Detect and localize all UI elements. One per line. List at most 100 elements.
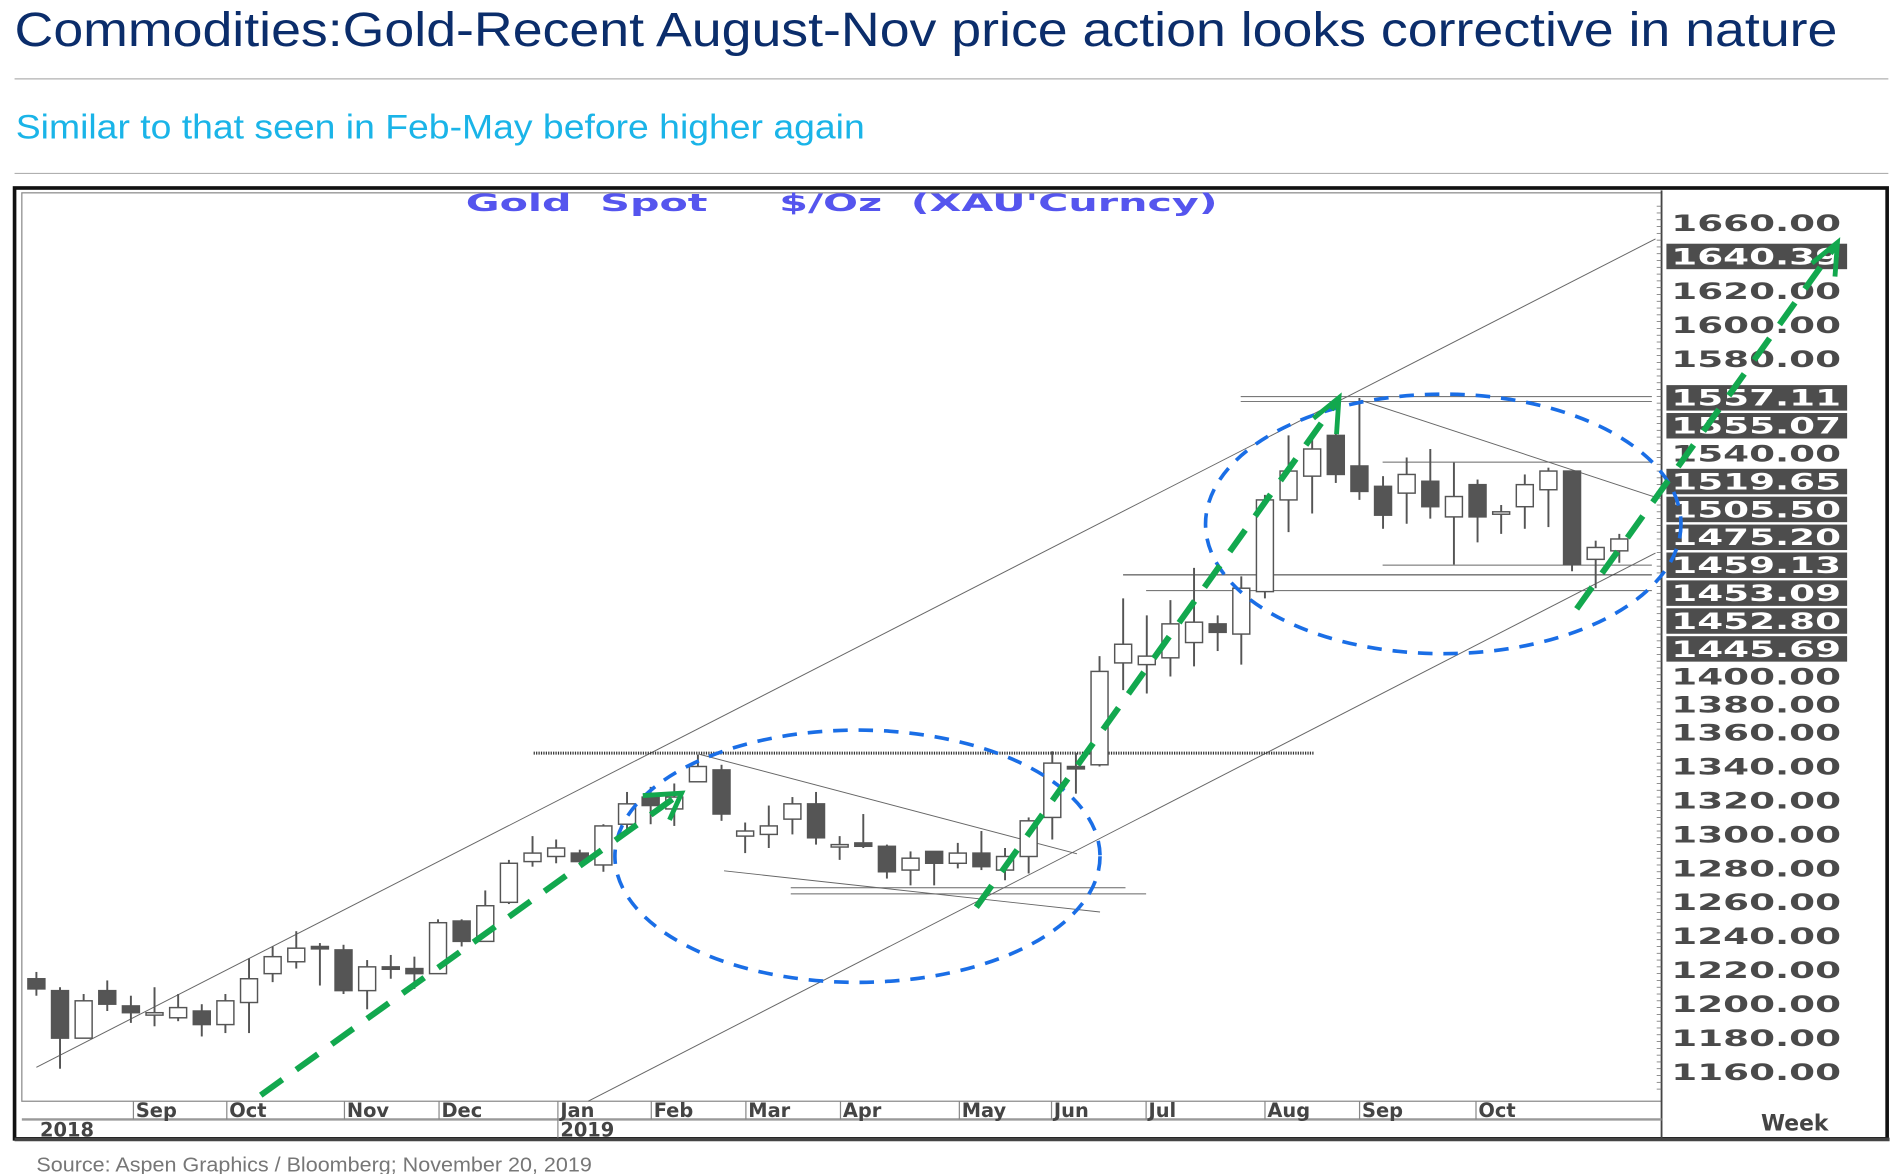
candle xyxy=(357,960,377,1010)
candle xyxy=(98,980,117,1011)
candle xyxy=(546,839,566,864)
price-marker-label: 1640.39 xyxy=(1671,245,1841,270)
candle xyxy=(121,995,141,1023)
downtrend-line xyxy=(1360,399,1656,498)
candle-body-down xyxy=(1208,623,1227,634)
candle xyxy=(287,931,306,969)
month-label: Oct xyxy=(229,1099,266,1122)
candle xyxy=(854,814,873,848)
candle-body-up xyxy=(1491,511,1511,515)
candle xyxy=(145,987,164,1027)
month-label: Nov xyxy=(347,1099,390,1122)
candle xyxy=(1539,467,1558,528)
candle xyxy=(50,987,70,1069)
y-tick-label: 1300.00 xyxy=(1671,823,1841,848)
y-tick-label: 1180.00 xyxy=(1671,1027,1841,1052)
x-axis: Sep Oct Nov Dec Jan Feb Mar Apr May Jun Jul Aug Sep O… xyxy=(40,1099,1516,1141)
candle xyxy=(192,1004,211,1037)
candle xyxy=(924,850,944,886)
candle xyxy=(310,943,330,986)
arrow-3-head xyxy=(1810,237,1841,277)
candle xyxy=(1586,540,1605,589)
candle-body-up xyxy=(168,1006,188,1019)
candle-body-up xyxy=(1302,448,1322,477)
candle-body-up xyxy=(1444,495,1464,518)
candle xyxy=(1562,470,1582,572)
price-marker-label: 1519.65 xyxy=(1671,470,1841,495)
y-tick-label: 1540.00 xyxy=(1671,443,1841,468)
candle-body-up xyxy=(1539,470,1558,491)
price-marker-box xyxy=(1666,385,1848,411)
y-tick-label: 1380.00 xyxy=(1671,694,1841,719)
y-tick-label: 1200.00 xyxy=(1671,993,1841,1018)
candle-body-up xyxy=(523,852,542,863)
price-marker-label: 1452.80 xyxy=(1671,610,1841,635)
candle-body-down xyxy=(854,842,873,848)
y-tick-label: 1320.00 xyxy=(1671,789,1841,814)
page-title: Commodities:Gold-Recent August-Nov price… xyxy=(15,3,1838,57)
price-markers: 1640.39 1557.11 1555.07 1519.65 1505.50 1475.… xyxy=(1666,243,1848,663)
candle-body-up xyxy=(287,947,306,963)
month-label: Jul xyxy=(1147,1099,1177,1122)
candle-body-down xyxy=(1066,765,1086,770)
price-marker-box xyxy=(1666,580,1848,606)
candle xyxy=(1515,474,1535,529)
month-label: Dec xyxy=(441,1099,482,1122)
month-label: Sep xyxy=(136,1099,177,1122)
candle-body-down xyxy=(641,796,660,807)
source-note: Source: Aspen Graphics / Bloomberg; Nove… xyxy=(36,1154,591,1174)
y-tick-label: 1400.00 xyxy=(1671,666,1841,691)
price-marker-box xyxy=(1666,608,1848,634)
candle-body-up xyxy=(357,966,377,992)
candle-body-down xyxy=(1421,480,1440,508)
page-subtitle: Similar to that seen in Feb-May before h… xyxy=(16,108,865,146)
candle-body-up xyxy=(1137,655,1157,666)
chart-title: Gold Spot $/Oz (XAU'Curncy) xyxy=(466,188,1218,217)
candle-body-down xyxy=(972,852,991,868)
price-marker-box xyxy=(1666,636,1848,662)
candle-body-up xyxy=(1515,483,1535,508)
candle-body-up xyxy=(901,857,920,871)
candle xyxy=(381,954,400,979)
candle xyxy=(1350,398,1369,500)
price-marker-box xyxy=(1666,413,1848,439)
candle xyxy=(594,824,613,872)
price-marker-box xyxy=(1666,496,1848,523)
candle-body-up xyxy=(1161,623,1180,659)
candle-body-down xyxy=(1350,465,1369,493)
month-label: Aug xyxy=(1267,1099,1310,1122)
chart-frame-shadow xyxy=(14,1137,1890,1142)
year-label: 2018 xyxy=(40,1118,94,1141)
candle xyxy=(735,822,755,854)
arrow-2 xyxy=(973,398,1341,909)
candle-body-down xyxy=(192,1010,211,1026)
y-tick-label: 1660.00 xyxy=(1671,212,1841,237)
candle-body-up xyxy=(216,1000,235,1026)
candle-body-down xyxy=(50,989,70,1039)
candle xyxy=(1444,462,1464,565)
y-tick-label: 1360.00 xyxy=(1671,721,1841,746)
month-label: May xyxy=(962,1099,1007,1122)
price-marker-box xyxy=(1666,552,1848,578)
y-tick-label: 1220.00 xyxy=(1671,959,1841,984)
price-marker-label: 1445.69 xyxy=(1671,638,1841,663)
candle-body-up xyxy=(239,978,259,1004)
candle-body-up xyxy=(735,830,755,837)
candle xyxy=(877,844,897,879)
y-tick-label: 1260.00 xyxy=(1671,891,1841,916)
price-marker-label: 1557.11 xyxy=(1671,387,1841,412)
candle xyxy=(1491,505,1511,534)
price-marker-label: 1459.13 xyxy=(1671,554,1841,579)
candle-body-down xyxy=(27,978,46,990)
candle xyxy=(972,831,991,871)
candle-body-down xyxy=(405,967,424,975)
candle xyxy=(712,764,731,821)
candle xyxy=(27,971,46,996)
arrow-3 xyxy=(1574,243,1839,611)
y-tick-label: 1600.00 xyxy=(1671,314,1841,339)
candle-body-up xyxy=(428,921,448,975)
candle-body-up xyxy=(263,955,282,975)
month-label: Oct xyxy=(1478,1099,1515,1122)
candle xyxy=(168,994,188,1022)
candles xyxy=(27,398,1629,1069)
